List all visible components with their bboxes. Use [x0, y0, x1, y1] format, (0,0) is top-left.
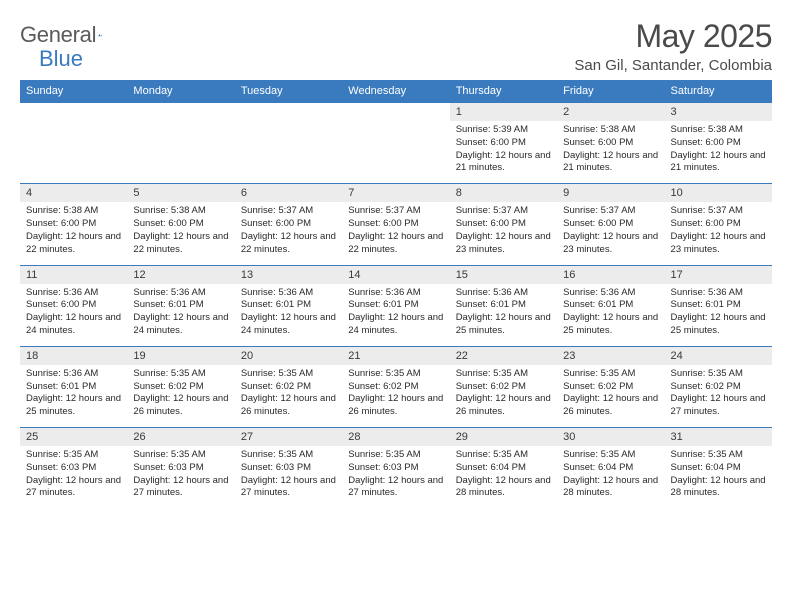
day-number-cell: 15	[450, 265, 557, 284]
day-detail-cell: Sunrise: 5:36 AMSunset: 6:01 PMDaylight:…	[557, 284, 664, 347]
day-number-cell: 28	[342, 428, 449, 447]
day-detail-cell	[342, 121, 449, 184]
day-detail-cell: Sunrise: 5:36 AMSunset: 6:01 PMDaylight:…	[665, 284, 772, 347]
day-number-cell: 11	[20, 265, 127, 284]
day-detail-cell: Sunrise: 5:38 AMSunset: 6:00 PMDaylight:…	[20, 202, 127, 265]
day-detail-cell: Sunrise: 5:35 AMSunset: 6:03 PMDaylight:…	[235, 446, 342, 508]
header: General May 2025 San Gil, Santander, Col…	[20, 18, 772, 74]
day-number-cell: 17	[665, 265, 772, 284]
day-detail-cell: Sunrise: 5:37 AMSunset: 6:00 PMDaylight:…	[557, 202, 664, 265]
day-detail-cell	[127, 121, 234, 184]
day-detail-cell: Sunrise: 5:37 AMSunset: 6:00 PMDaylight:…	[665, 202, 772, 265]
day-number-cell: 10	[665, 184, 772, 203]
day-number-cell: 26	[127, 428, 234, 447]
day-header: Tuesday	[235, 80, 342, 103]
day-detail-cell: Sunrise: 5:36 AMSunset: 6:01 PMDaylight:…	[127, 284, 234, 347]
logo-text-blue: Blue	[39, 46, 83, 72]
day-detail-cell: Sunrise: 5:35 AMSunset: 6:02 PMDaylight:…	[557, 365, 664, 428]
day-detail-cell: Sunrise: 5:37 AMSunset: 6:00 PMDaylight:…	[450, 202, 557, 265]
day-number-cell: 27	[235, 428, 342, 447]
logo-sail-icon	[98, 27, 102, 43]
day-number-cell: 21	[342, 346, 449, 365]
day-header: Friday	[557, 80, 664, 103]
day-number-cell: 13	[235, 265, 342, 284]
day-number-cell: 31	[665, 428, 772, 447]
day-number-cell: 19	[127, 346, 234, 365]
day-detail-cell	[20, 121, 127, 184]
day-detail-cell: Sunrise: 5:35 AMSunset: 6:02 PMDaylight:…	[665, 365, 772, 428]
day-number-cell	[127, 103, 234, 122]
day-number-cell: 3	[665, 103, 772, 122]
day-detail-cell: Sunrise: 5:38 AMSunset: 6:00 PMDaylight:…	[557, 121, 664, 184]
day-number-cell: 24	[665, 346, 772, 365]
day-detail-cell: Sunrise: 5:37 AMSunset: 6:00 PMDaylight:…	[342, 202, 449, 265]
day-number-cell: 30	[557, 428, 664, 447]
day-number-cell	[20, 103, 127, 122]
day-number-cell: 18	[20, 346, 127, 365]
day-detail-cell: Sunrise: 5:35 AMSunset: 6:03 PMDaylight:…	[127, 446, 234, 508]
day-detail-cell: Sunrise: 5:36 AMSunset: 6:00 PMDaylight:…	[20, 284, 127, 347]
day-detail-cell: Sunrise: 5:35 AMSunset: 6:02 PMDaylight:…	[127, 365, 234, 428]
day-number-cell: 23	[557, 346, 664, 365]
day-number-cell: 12	[127, 265, 234, 284]
day-number-cell: 29	[450, 428, 557, 447]
day-number-cell: 25	[20, 428, 127, 447]
day-detail-cell: Sunrise: 5:36 AMSunset: 6:01 PMDaylight:…	[20, 365, 127, 428]
day-number-cell	[342, 103, 449, 122]
day-number-cell	[235, 103, 342, 122]
day-detail-cell: Sunrise: 5:39 AMSunset: 6:00 PMDaylight:…	[450, 121, 557, 184]
day-detail-cell: Sunrise: 5:38 AMSunset: 6:00 PMDaylight:…	[127, 202, 234, 265]
day-header: Thursday	[450, 80, 557, 103]
day-number-cell: 4	[20, 184, 127, 203]
day-number-cell: 5	[127, 184, 234, 203]
day-number-cell: 20	[235, 346, 342, 365]
day-detail-cell: Sunrise: 5:35 AMSunset: 6:02 PMDaylight:…	[450, 365, 557, 428]
day-detail-cell: Sunrise: 5:38 AMSunset: 6:00 PMDaylight:…	[665, 121, 772, 184]
day-number-cell: 22	[450, 346, 557, 365]
day-detail-cell: Sunrise: 5:36 AMSunset: 6:01 PMDaylight:…	[235, 284, 342, 347]
day-number-cell: 2	[557, 103, 664, 122]
calendar-table: SundayMondayTuesdayWednesdayThursdayFrid…	[20, 80, 772, 508]
day-detail-cell: Sunrise: 5:35 AMSunset: 6:02 PMDaylight:…	[235, 365, 342, 428]
title-block: May 2025 San Gil, Santander, Colombia	[574, 18, 772, 74]
day-detail-cell: Sunrise: 5:35 AMSunset: 6:03 PMDaylight:…	[20, 446, 127, 508]
day-detail-cell: Sunrise: 5:35 AMSunset: 6:04 PMDaylight:…	[450, 446, 557, 508]
day-number-cell: 1	[450, 103, 557, 122]
day-number-cell: 16	[557, 265, 664, 284]
day-detail-cell: Sunrise: 5:35 AMSunset: 6:04 PMDaylight:…	[665, 446, 772, 508]
location-subtitle: San Gil, Santander, Colombia	[574, 57, 772, 74]
day-number-cell: 6	[235, 184, 342, 203]
day-number-cell: 9	[557, 184, 664, 203]
day-detail-cell: Sunrise: 5:37 AMSunset: 6:00 PMDaylight:…	[235, 202, 342, 265]
day-header: Monday	[127, 80, 234, 103]
day-number-cell: 14	[342, 265, 449, 284]
day-detail-cell: Sunrise: 5:35 AMSunset: 6:04 PMDaylight:…	[557, 446, 664, 508]
day-detail-cell	[235, 121, 342, 184]
day-header: Wednesday	[342, 80, 449, 103]
month-title: May 2025	[574, 18, 772, 55]
day-detail-cell: Sunrise: 5:36 AMSunset: 6:01 PMDaylight:…	[342, 284, 449, 347]
day-detail-cell: Sunrise: 5:35 AMSunset: 6:02 PMDaylight:…	[342, 365, 449, 428]
day-detail-cell: Sunrise: 5:35 AMSunset: 6:03 PMDaylight:…	[342, 446, 449, 508]
logo: General	[20, 18, 122, 48]
day-detail-cell: Sunrise: 5:36 AMSunset: 6:01 PMDaylight:…	[450, 284, 557, 347]
logo-text-general: General	[20, 22, 96, 48]
day-number-cell: 7	[342, 184, 449, 203]
day-header: Sunday	[20, 80, 127, 103]
day-header: Saturday	[665, 80, 772, 103]
day-number-cell: 8	[450, 184, 557, 203]
